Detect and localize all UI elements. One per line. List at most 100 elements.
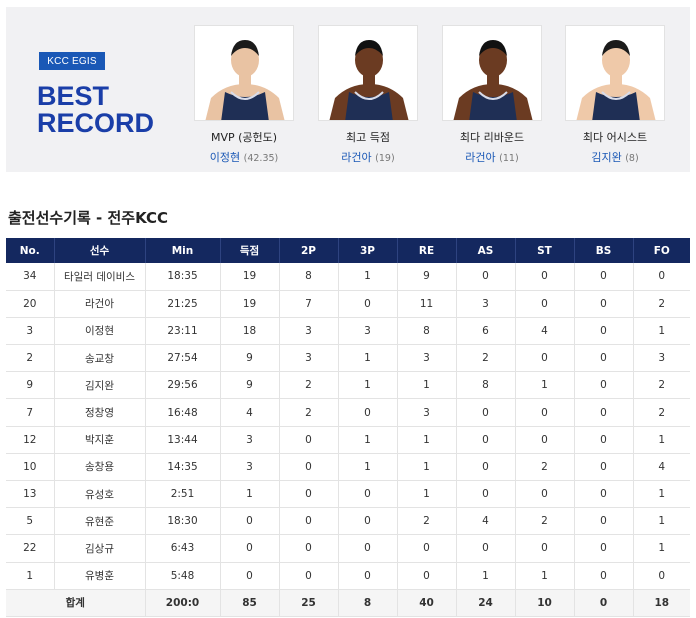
stat-cell: 14:35 <box>144 453 220 482</box>
column-header[interactable]: BS <box>573 238 633 263</box>
stat-cell: 2 <box>632 398 690 427</box>
stat-cell: 3 <box>278 344 338 373</box>
stat-cell: 1 <box>219 480 279 509</box>
stat-cell: 1 <box>514 562 574 590</box>
stat-cell: 0 <box>514 263 574 291</box>
stat-cell: 6:43 <box>144 534 220 563</box>
stat-cell: 1 <box>337 344 397 373</box>
stat-cell: 3 <box>278 317 338 346</box>
stat-cell: 8 <box>396 317 456 346</box>
player-name-cell[interactable]: 송교창 <box>53 344 145 373</box>
stat-cell: 1 <box>632 534 690 563</box>
stat-cell: 0 <box>455 453 515 482</box>
stat-cell: 0 <box>278 507 338 536</box>
stat-cell: 20 <box>6 290 54 318</box>
stat-cell: 1 <box>632 507 690 536</box>
stat-cell: 0 <box>337 562 397 590</box>
best-card-rebounds[interactable]: 최다 리바운드 라건아 (11) <box>442 25 542 165</box>
total-label: 합계 <box>6 589 145 617</box>
stat-cell: 9 <box>396 263 456 291</box>
stat-cell: 0 <box>278 534 338 563</box>
total-cell: 85 <box>219 589 279 617</box>
column-header[interactable]: 2P <box>278 238 338 263</box>
player-name-cell[interactable]: 유성호 <box>53 480 145 509</box>
best-card-assists[interactable]: 최다 어시스트 김지완 (8) <box>565 25 665 165</box>
stat-cell: 0 <box>455 480 515 509</box>
best-record-panel: KCC EGIS BEST RECORD MVP (공헌도) 이정현 (42.3… <box>6 7 690 172</box>
column-header[interactable]: 선수 <box>53 238 145 263</box>
player-name-cell[interactable]: 유현준 <box>53 507 145 536</box>
stat-cell: 1 <box>396 426 456 454</box>
card-player[interactable]: 라건아 <box>341 151 372 164</box>
player-name-cell[interactable]: 라건아 <box>53 290 145 318</box>
stat-cell: 23:11 <box>144 317 220 346</box>
stat-cell: 4 <box>514 317 574 346</box>
stat-cell: 3 <box>337 317 397 346</box>
column-header[interactable]: AS <box>455 238 515 263</box>
stat-cell: 1 <box>337 426 397 454</box>
table-row: 7 정창영 16:48 4 2 0 3 0 0 0 2 <box>6 398 690 427</box>
player-name-cell[interactable]: 박지훈 <box>53 426 145 454</box>
player-name-cell[interactable]: 김상규 <box>53 534 145 563</box>
table-body: 34 타일러 데이비스 18:35 19 8 1 9 0 0 0 0 20 라건아 21:25 19 7 0 11… <box>6 263 690 590</box>
stat-cell: 3 <box>219 426 279 454</box>
player-name-cell[interactable]: 유병훈 <box>53 562 145 590</box>
column-header[interactable]: Min <box>144 238 220 263</box>
column-header[interactable]: 득점 <box>219 238 279 263</box>
stat-cell: 2 <box>278 398 338 427</box>
total-cell: 0 <box>573 589 633 617</box>
player-name-cell[interactable]: 정창영 <box>53 398 145 427</box>
column-header[interactable]: ST <box>514 238 574 263</box>
total-cell: 18 <box>632 589 690 617</box>
player-photo[interactable] <box>565 25 665 121</box>
stat-cell: 2:51 <box>144 480 220 509</box>
total-row: 합계 200:0 85 25 8 40 24 10 0 18 <box>6 589 690 617</box>
stat-cell: 13 <box>6 480 54 509</box>
stat-cell: 3 <box>396 344 456 373</box>
card-value: (19) <box>375 153 395 164</box>
card-player[interactable]: 라건아 <box>465 151 496 164</box>
stat-cell: 2 <box>632 371 690 400</box>
card-player[interactable]: 김지완 <box>591 151 622 164</box>
stat-cell: 3 <box>219 453 279 482</box>
column-header[interactable]: No. <box>6 238 54 263</box>
stat-cell: 0 <box>573 344 633 373</box>
section-title: 출전선수기록 - 전주KCC <box>8 209 169 227</box>
stat-cell: 7 <box>6 398 54 427</box>
stat-cell: 1 <box>632 317 690 346</box>
player-name-cell[interactable]: 타일러 데이비스 <box>53 263 145 291</box>
column-header[interactable]: RE <box>396 238 456 263</box>
stat-cell: 2 <box>278 371 338 400</box>
stat-cell: 9 <box>219 371 279 400</box>
player-name-cell[interactable]: 김지완 <box>53 371 145 400</box>
best-card-points[interactable]: 최고 득점 라건아 (19) <box>318 25 418 165</box>
column-header[interactable]: 3P <box>337 238 397 263</box>
total-cell: 25 <box>278 589 338 617</box>
stat-cell: 27:54 <box>144 344 220 373</box>
stat-cell: 0 <box>514 344 574 373</box>
total-cell: 10 <box>514 589 574 617</box>
card-player[interactable]: 이정현 <box>209 151 241 164</box>
column-header[interactable]: FO <box>632 238 690 263</box>
best-card-mvp[interactable]: MVP (공헌도) 이정현 (42.35) <box>194 25 294 165</box>
table-row: 34 타일러 데이비스 18:35 19 8 1 9 0 0 0 0 <box>6 263 690 291</box>
stat-cell: 4 <box>219 398 279 427</box>
stat-cell: 0 <box>455 534 515 563</box>
player-name-cell[interactable]: 송창용 <box>53 453 145 482</box>
stat-cell: 0 <box>514 534 574 563</box>
stat-cell: 4 <box>632 453 690 482</box>
stat-cell: 0 <box>573 263 633 291</box>
stat-cell: 1 <box>337 263 397 291</box>
stat-cell: 1 <box>396 453 456 482</box>
card-value: (8) <box>625 153 639 164</box>
stat-cell: 0 <box>514 480 574 509</box>
stat-cell: 9 <box>219 344 279 373</box>
card-caption: 최다 어시스트 <box>582 131 648 144</box>
stat-cell: 0 <box>514 398 574 427</box>
stat-cell: 3 <box>396 398 456 427</box>
player-photo[interactable] <box>442 25 542 121</box>
player-photo[interactable] <box>318 25 418 121</box>
player-name-cell[interactable]: 이정현 <box>53 317 145 346</box>
player-photo[interactable] <box>194 25 294 121</box>
stat-cell: 0 <box>455 426 515 454</box>
